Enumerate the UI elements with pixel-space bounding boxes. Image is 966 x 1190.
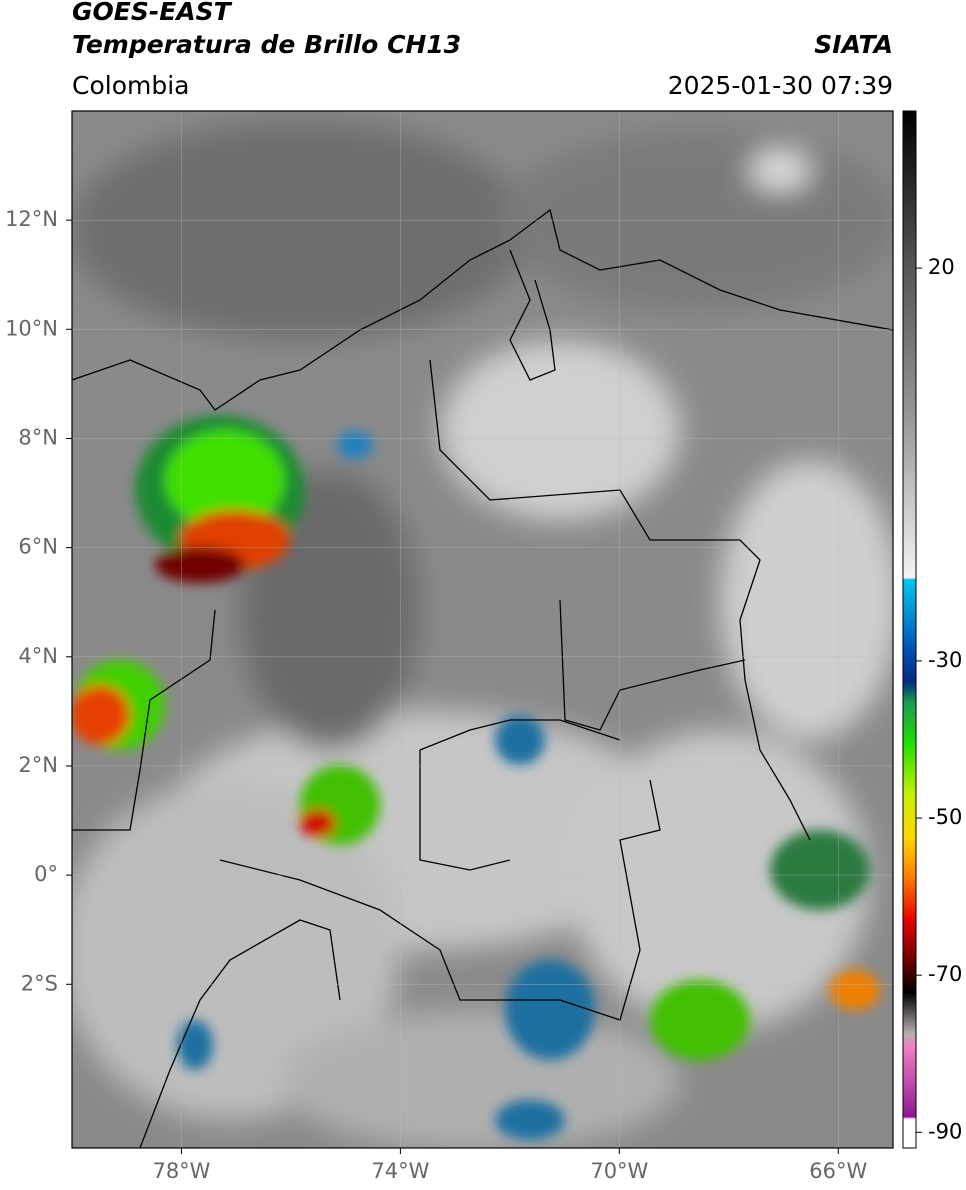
map-frame [71, 110, 894, 1149]
colorbar-tick-label: 20 [928, 255, 955, 279]
lon-tick-label: 66°W [809, 1159, 867, 1183]
lat-tick-label: 10°N [5, 316, 58, 340]
lat-tick-label: 8°N [18, 425, 58, 449]
lat-tick-label: 2°N [18, 753, 58, 777]
lat-tick-label: 12°N [5, 207, 58, 231]
colorbar-tick-label: -90 [928, 1119, 962, 1143]
lat-tick-label: 2°S [21, 971, 58, 995]
colorbar-tick-label: -50 [928, 805, 962, 829]
region: Colombia [72, 71, 190, 100]
lat-tick-label: 4°N [18, 644, 58, 668]
lon-tick-label: 74°W [371, 1159, 429, 1183]
colorbar-tick-label: -70 [928, 962, 962, 986]
subtitle: Temperatura de Brillo CH13 [72, 30, 462, 59]
timestamp: 2025-01-30 07:39 [667, 71, 893, 100]
imagery [72, 111, 893, 1148]
lat-tick-label: 0° [34, 862, 58, 886]
lon-tick-label: 70°W [590, 1159, 648, 1183]
colorbar-tick-label: -30 [928, 648, 962, 672]
lon-tick-label: 78°W [152, 1159, 210, 1183]
colorbar [902, 110, 917, 1149]
title: GOES-EAST [72, 0, 231, 26]
source: SIATA [814, 30, 893, 59]
lat-tick-label: 6°N [18, 535, 58, 559]
